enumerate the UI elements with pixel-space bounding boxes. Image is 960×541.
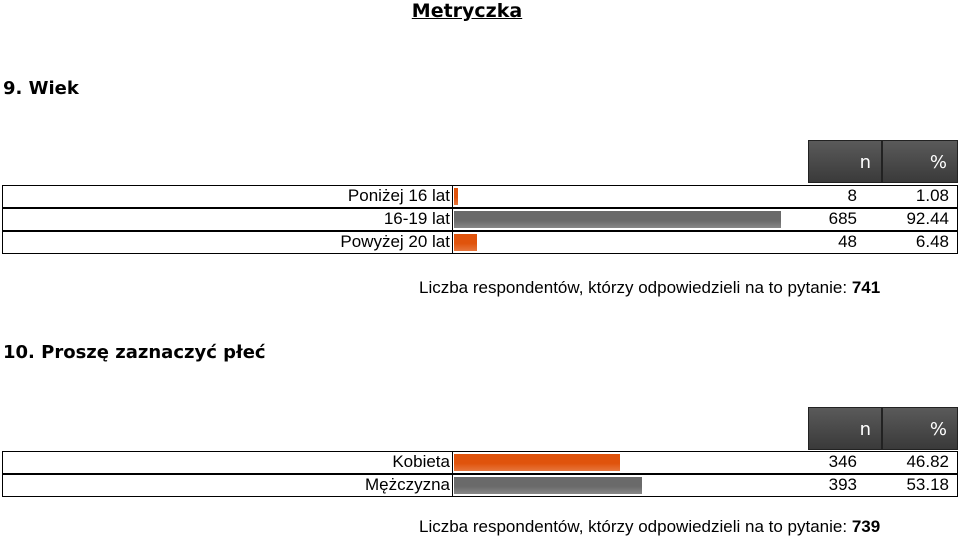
bar [454, 211, 782, 228]
table-row: 16-19 lat 685 92.44 [2, 208, 958, 231]
note-text: Liczba respondentów, którzy odpowiedziel… [419, 278, 848, 297]
row-pct: 53.18 [906, 475, 949, 494]
note-text: Liczba respondentów, którzy odpowiedziel… [419, 517, 848, 536]
row-label: Powyżej 20 lat [340, 232, 450, 251]
table-row: Poniżej 16 lat 8 1.08 [2, 185, 958, 208]
header-n: n [808, 140, 882, 183]
respondents-note: Liczba respondentów, którzy odpowiedziel… [419, 517, 880, 537]
table-row: Kobieta 346 46.82 [2, 451, 958, 474]
separator [452, 475, 453, 496]
header-n: n [808, 407, 882, 450]
row-label: Kobieta [392, 452, 450, 471]
respondents-note: Liczba respondentów, którzy odpowiedziel… [419, 278, 880, 298]
row-pct: 92.44 [906, 209, 949, 228]
row-pct: 46.82 [906, 452, 949, 471]
bar [454, 188, 458, 205]
row-pct: 6.48 [915, 232, 949, 251]
bar [454, 454, 620, 471]
question-title: 10. Proszę zaznaczyć płeć [3, 342, 266, 363]
row-label: Poniżej 16 lat [347, 186, 450, 205]
page-title: Metryczka [411, 0, 523, 22]
separator [452, 186, 453, 207]
row-pct: 1.08 [915, 186, 949, 205]
question-title: 9. Wiek [3, 78, 79, 99]
respondent-count: 739 [851, 517, 881, 536]
row-n: 48 [838, 232, 857, 251]
table-row: Mężczyzna 393 53.18 [2, 474, 958, 497]
row-n: 685 [828, 209, 857, 228]
table-row: Powyżej 20 lat 48 6.48 [2, 231, 958, 254]
bar [454, 234, 477, 251]
row-label: 16-19 lat [383, 209, 450, 228]
row-n: 8 [847, 186, 857, 205]
separator [452, 452, 453, 473]
respondent-count: 741 [851, 278, 881, 297]
bar [454, 477, 643, 494]
row-label: Mężczyzna [364, 475, 450, 494]
row-n: 346 [828, 452, 857, 471]
separator [452, 232, 453, 253]
separator [452, 209, 453, 230]
header-pct: % [882, 407, 958, 450]
row-n: 393 [828, 475, 857, 494]
header-pct: % [882, 140, 958, 183]
